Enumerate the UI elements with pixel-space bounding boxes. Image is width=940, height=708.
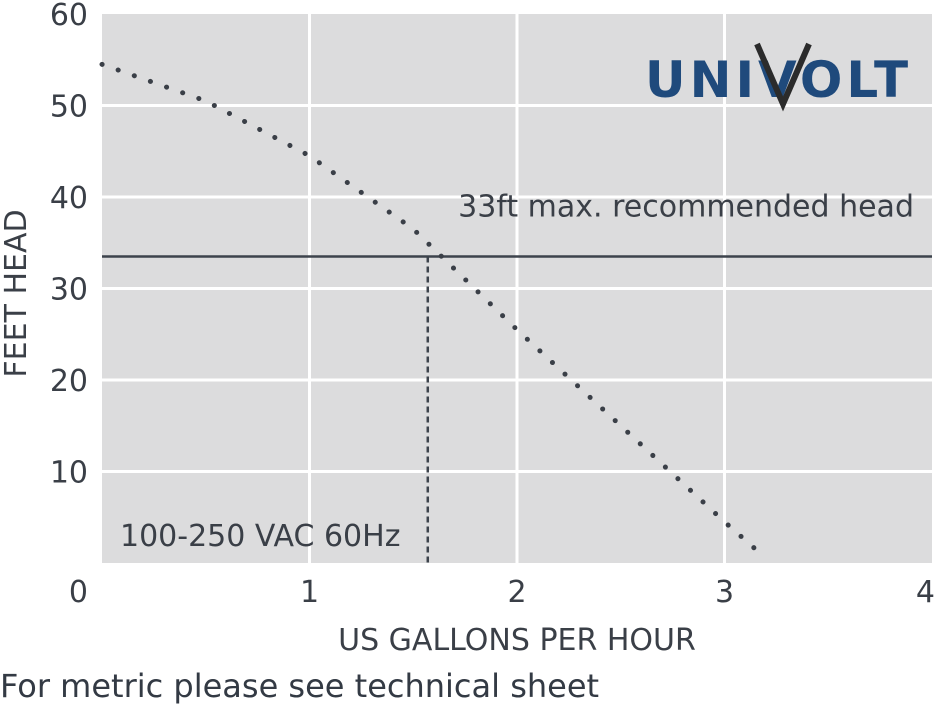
y-tick-label: 40 — [50, 181, 88, 216]
x-tick-label: 0 — [69, 575, 88, 610]
y-axis-title: FEET HEAD — [0, 209, 34, 377]
x-tick-labels: 0 1 2 3 4 — [69, 575, 935, 610]
voltage-annotation: 100-250 VAC 60Hz — [120, 519, 400, 554]
pump-curve-chart: 0 1 2 3 4 10 20 30 40 50 60 33ft max. recommended… — [0, 0, 935, 658]
y-tick-label: 20 — [50, 364, 88, 399]
y-tick-label: 50 — [50, 90, 88, 125]
grid-lines — [102, 14, 932, 563]
y-tick-label: 30 — [50, 273, 88, 308]
pump-curve-series — [99, 61, 769, 561]
x-tick-label: 4 — [916, 575, 935, 610]
y-tick-labels: 10 20 30 40 50 60 — [50, 0, 88, 491]
y-tick-label: 60 — [50, 0, 88, 33]
univolt-logo-wordmark: UNIVOLT — [645, 51, 912, 109]
x-axis-title: US GALLONS PER HOUR — [338, 623, 696, 658]
max-head-annotation: 33ft max. recommended head — [458, 189, 914, 224]
x-tick-label: 1 — [300, 575, 319, 610]
univolt-logo: UNIVOLT — [645, 42, 912, 112]
x-tick-label: 2 — [507, 575, 526, 610]
logo-chevron-icon — [754, 42, 812, 112]
y-tick-label: 10 — [50, 456, 88, 491]
pump-curve-line — [99, 61, 769, 561]
x-tick-label: 3 — [715, 575, 734, 610]
metric-footnote: For metric please see technical sheet — [0, 667, 600, 705]
